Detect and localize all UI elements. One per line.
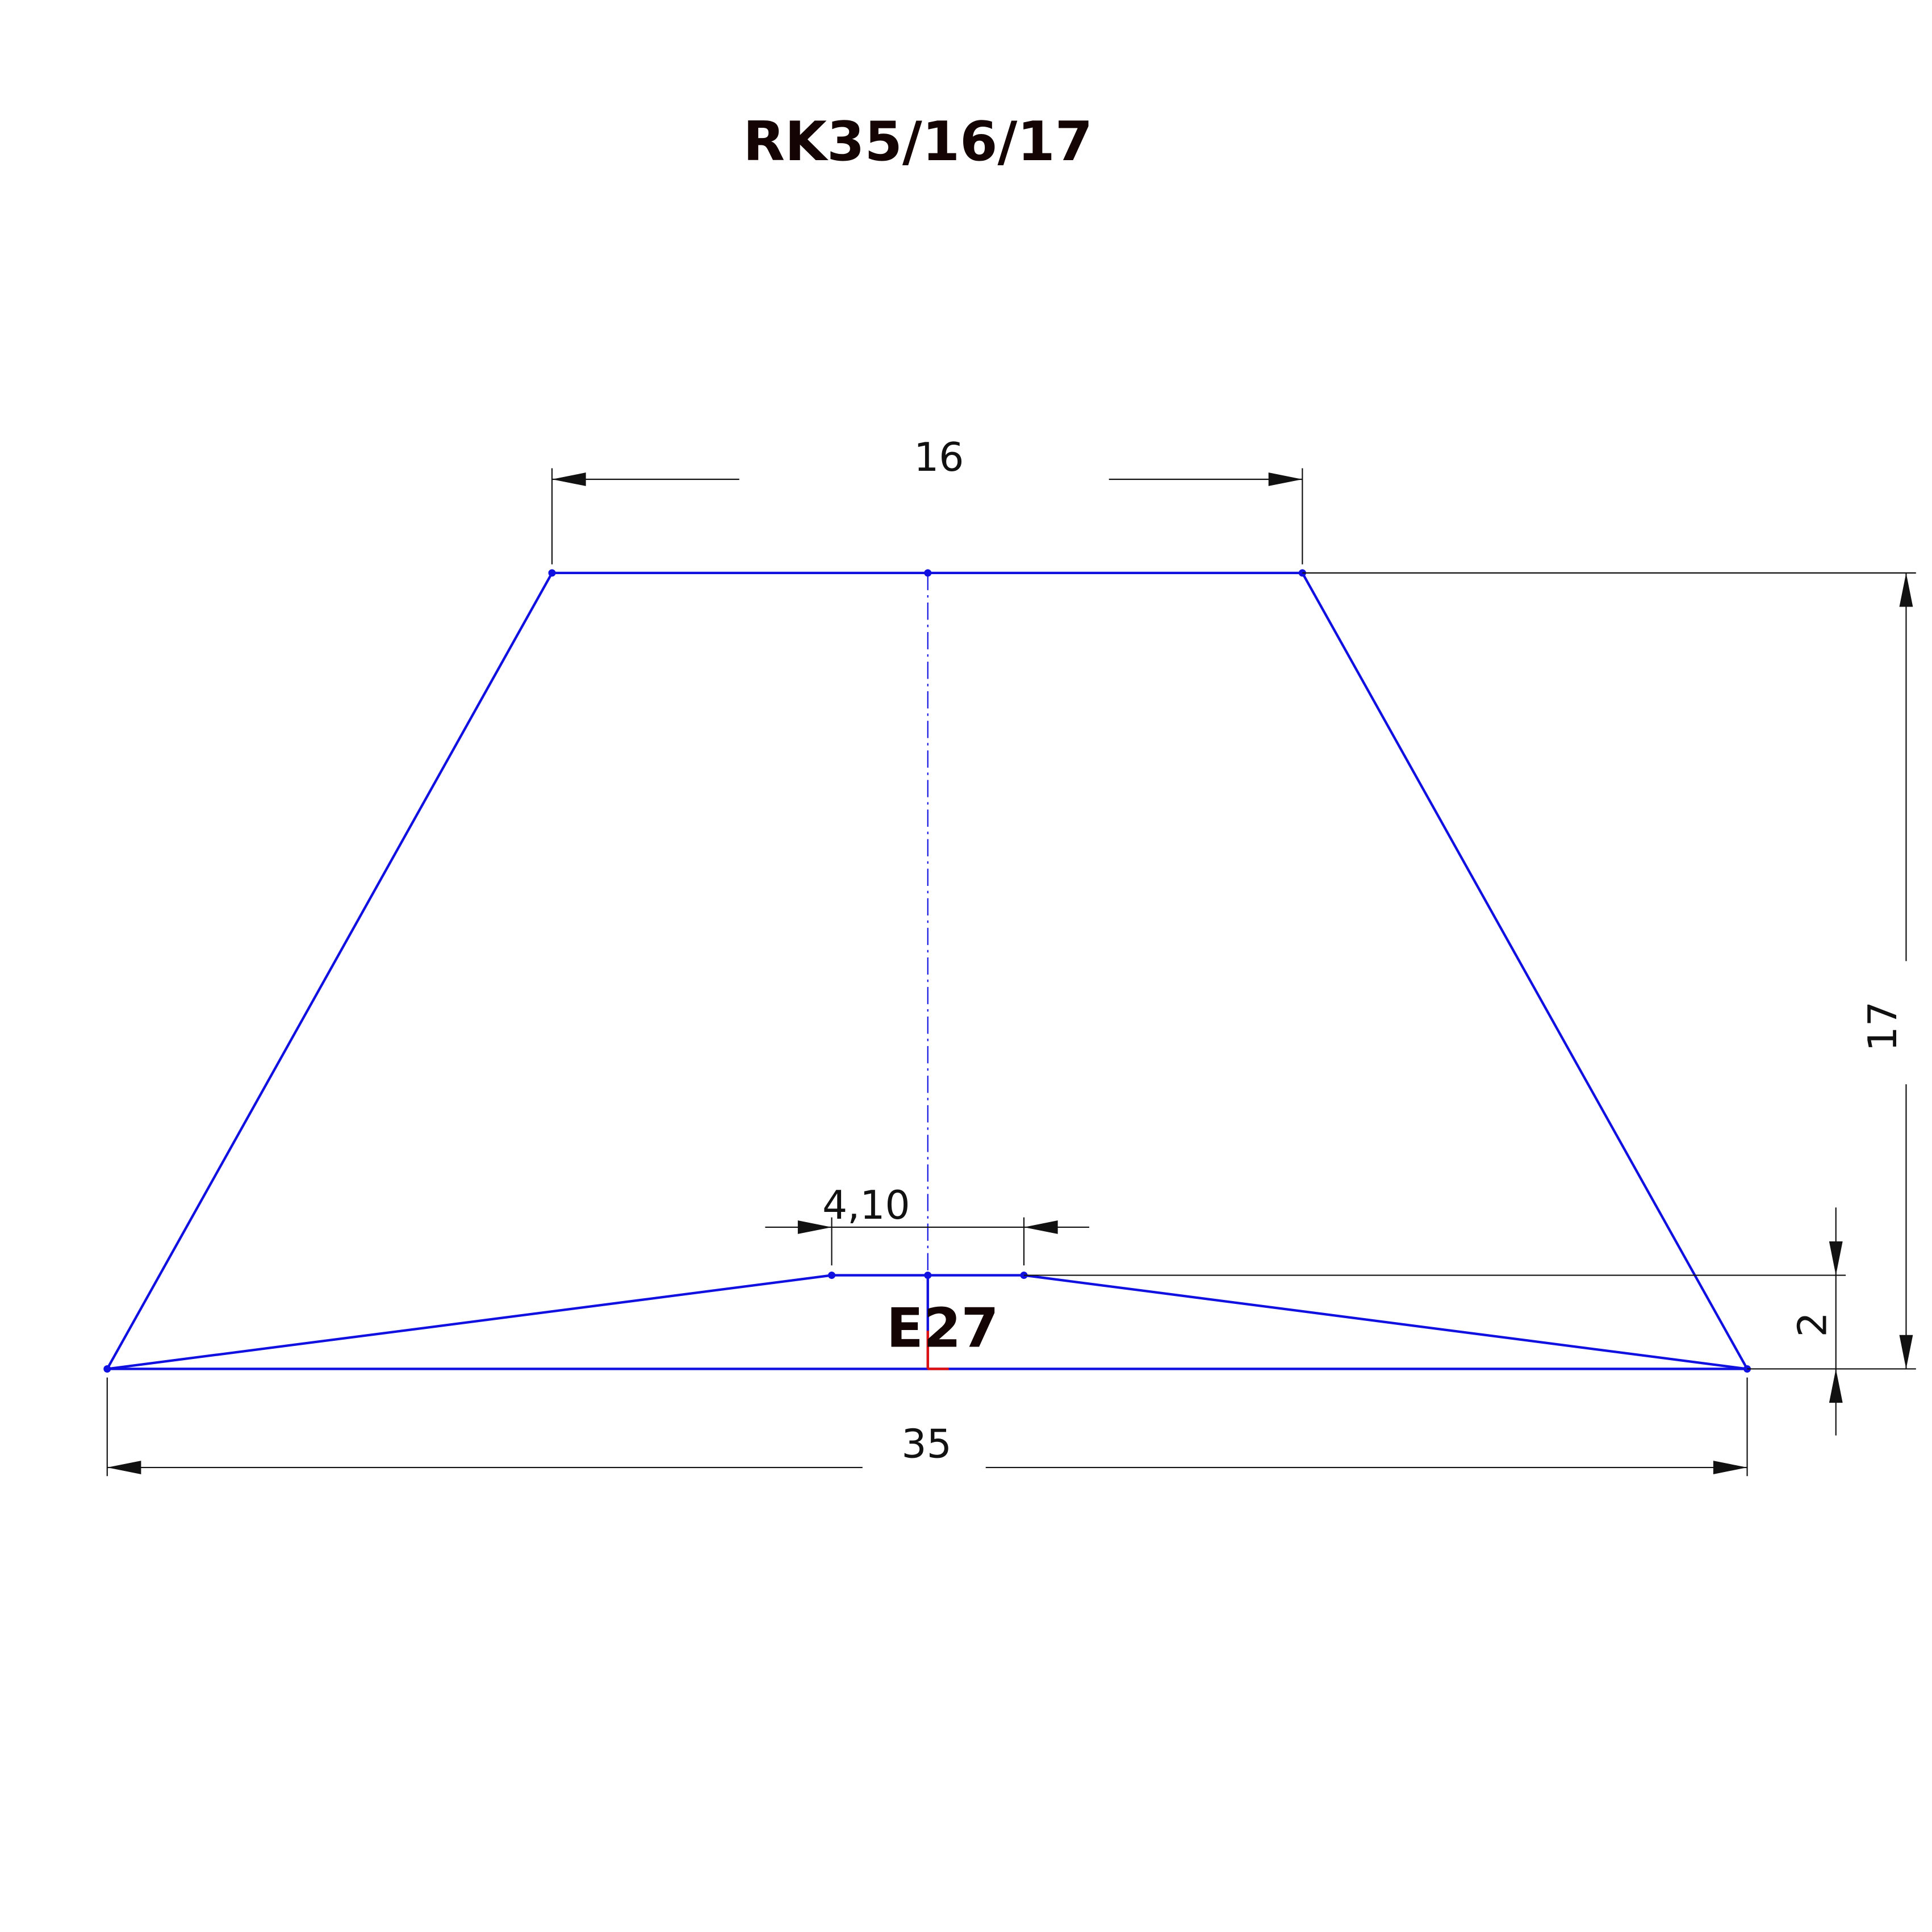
drawing-title: RK35/16/17: [743, 110, 1093, 173]
origin-icon: [926, 1331, 949, 1370]
left-edge: [106, 572, 553, 1370]
dimension-lines: [106, 468, 1916, 1477]
dim-height: 17: [1860, 1001, 1906, 1051]
dim-bottom-width: 35: [901, 1422, 951, 1467]
inner-right-edge: [1023, 1274, 1747, 1370]
profile-geometry: [106, 571, 1749, 1370]
dim-inner-width: 4,10: [822, 1183, 910, 1228]
socket-label: E27: [886, 1296, 999, 1360]
dim-step-height: 2: [1790, 1312, 1835, 1337]
right-edge: [1301, 572, 1749, 1370]
inner-left-edge: [107, 1274, 832, 1370]
dim-top-width: 16: [914, 435, 964, 480]
